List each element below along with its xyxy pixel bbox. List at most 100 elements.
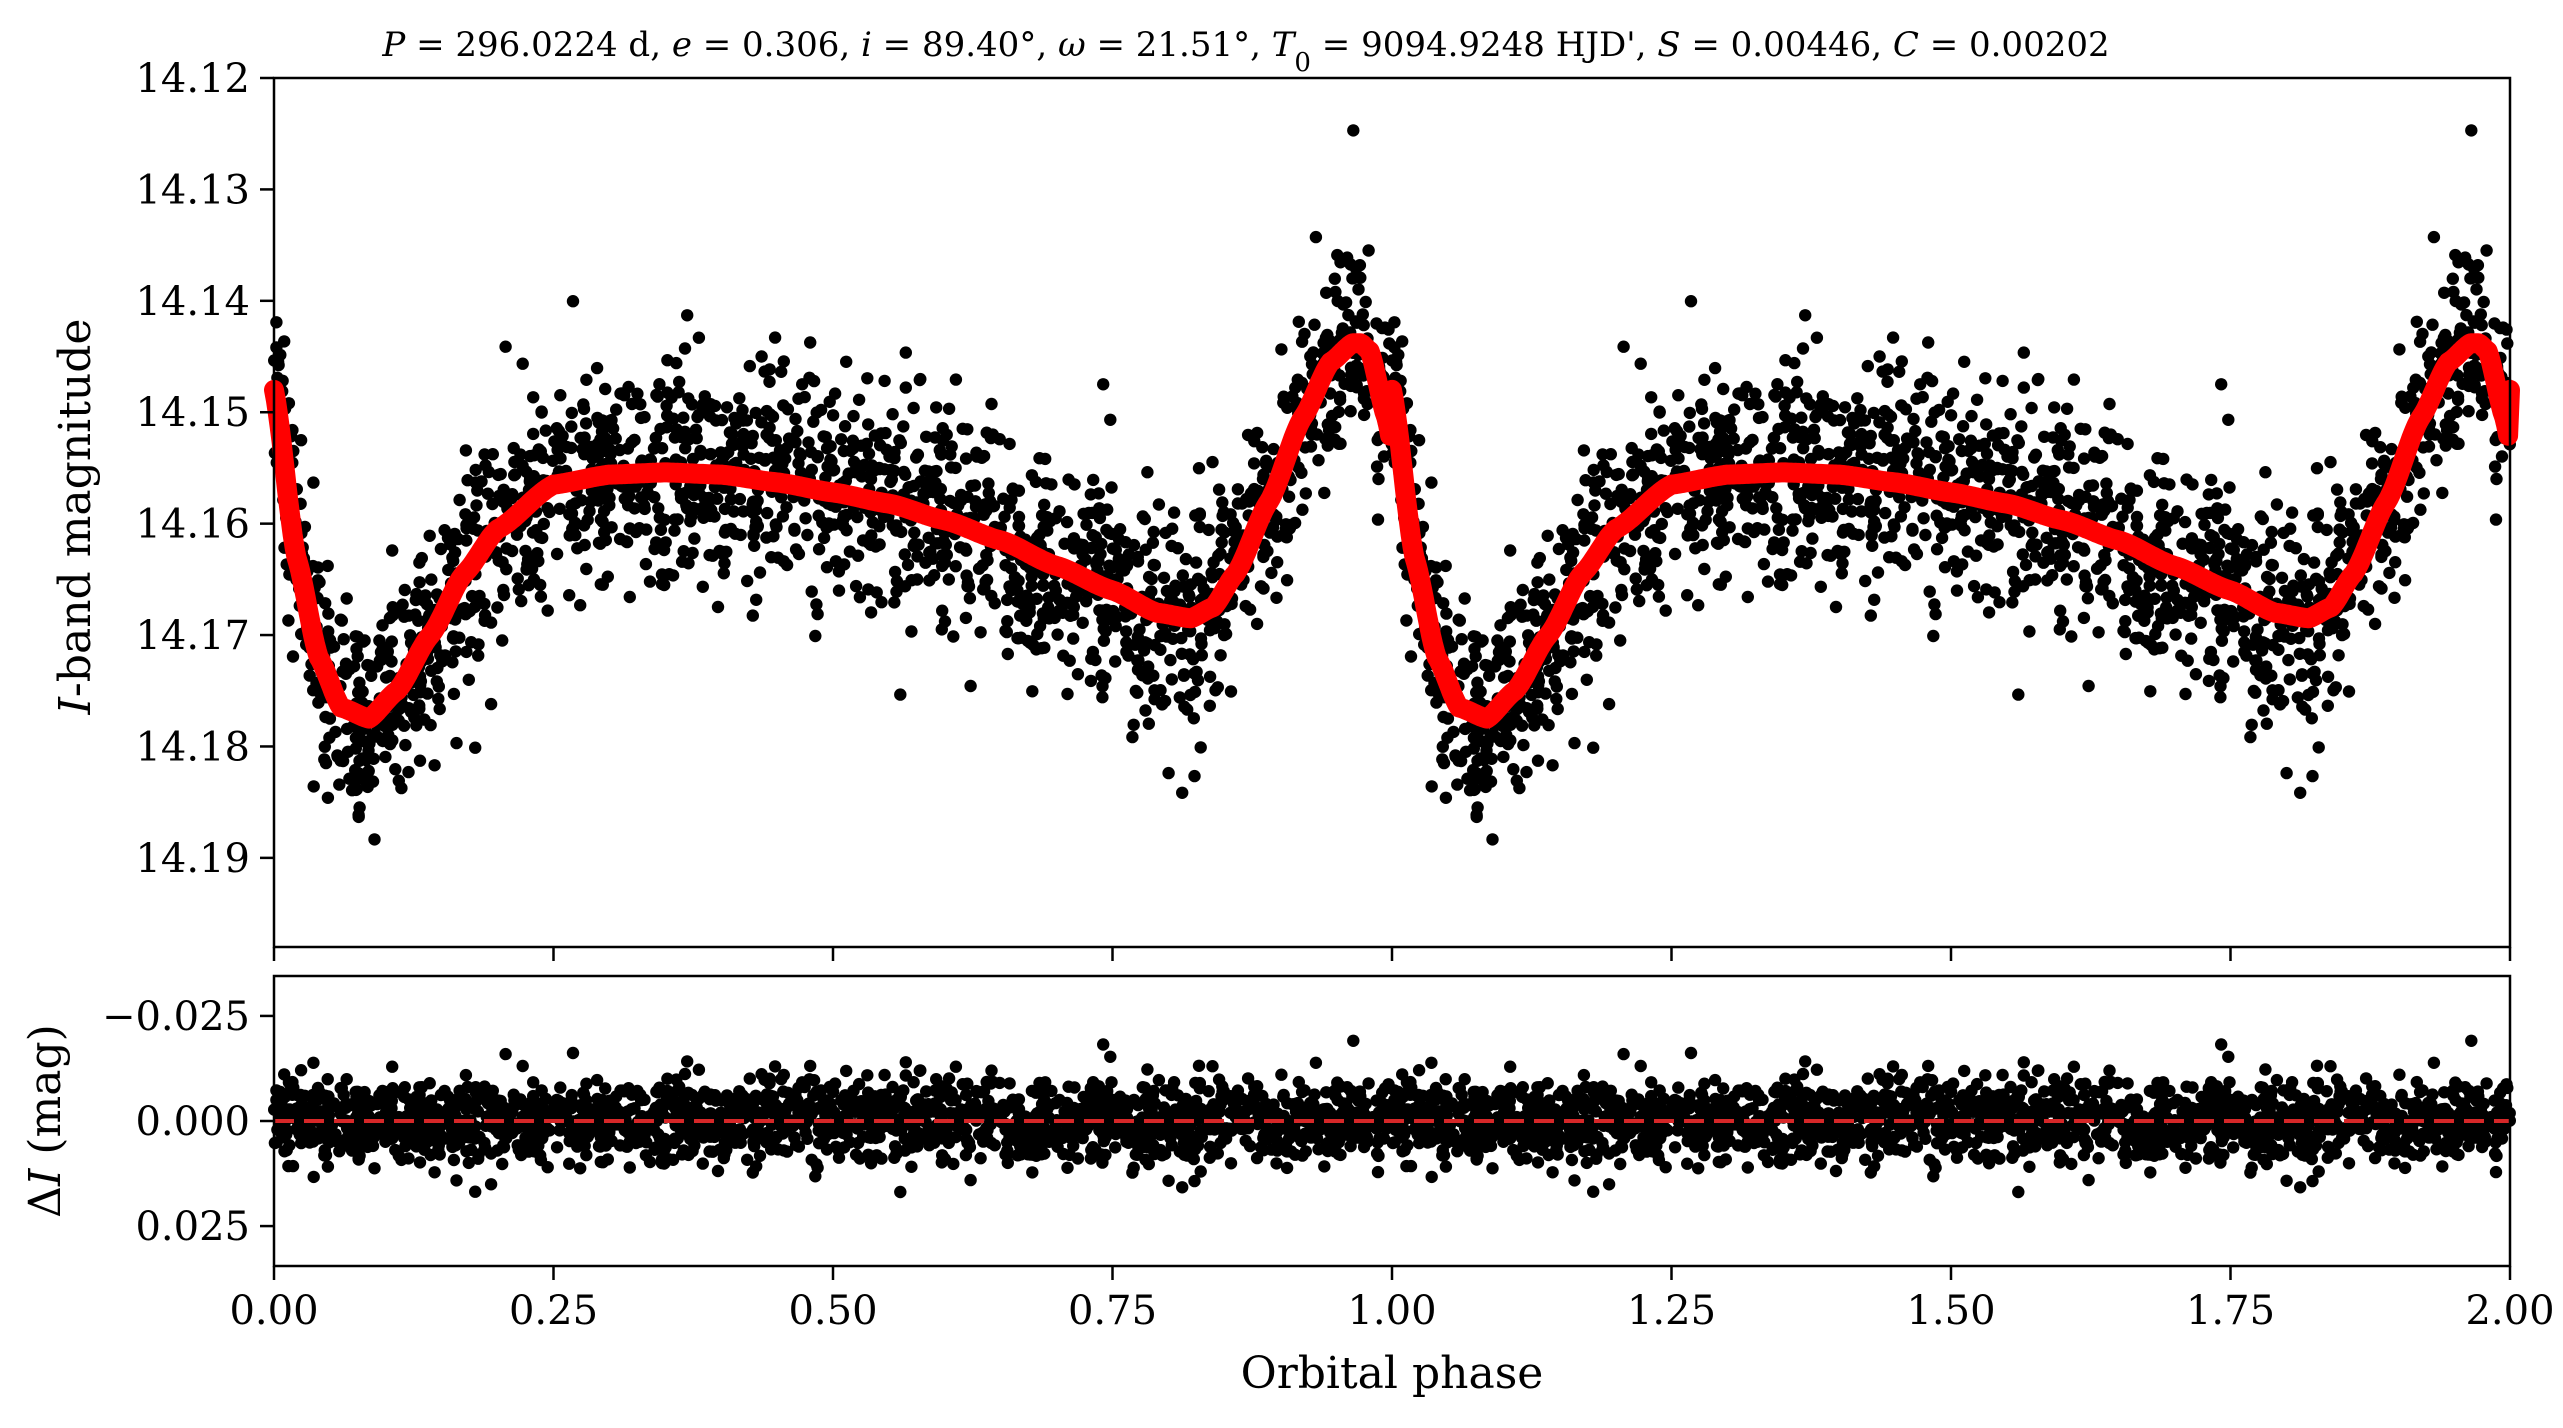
observation-point <box>969 495 982 508</box>
observation-point <box>2266 638 2279 652</box>
observation-point <box>322 607 335 620</box>
observation-point <box>907 401 920 415</box>
residual-point <box>469 1185 482 1198</box>
observation-point <box>2299 703 2312 716</box>
observation-point <box>395 781 408 795</box>
observation-point <box>2219 503 2232 516</box>
observation-point <box>1587 463 1600 477</box>
observation-point <box>1940 520 1953 533</box>
observation-point <box>1251 426 1264 440</box>
observation-point <box>599 382 612 396</box>
observation-point <box>2294 569 2307 582</box>
observation-point <box>456 602 469 616</box>
observation-point <box>1964 434 1978 447</box>
observation-point <box>2082 679 2095 693</box>
observation-point <box>1388 316 1401 329</box>
observation-point <box>452 532 465 546</box>
observation-point <box>2054 549 2067 562</box>
observation-point <box>2295 668 2309 681</box>
observation-point <box>2155 520 2168 533</box>
observation-point <box>1168 585 1181 598</box>
observation-point <box>1838 401 1852 414</box>
observation-point <box>2132 631 2146 644</box>
observation-point <box>1439 559 1452 573</box>
residual-point <box>340 1073 353 1086</box>
observation-point <box>2477 295 2490 309</box>
observation-point <box>1208 622 1221 635</box>
observation-point <box>334 613 347 626</box>
observation-point <box>1142 717 1156 730</box>
observation-point <box>371 730 384 743</box>
observation-point <box>2057 538 2070 551</box>
observation-point <box>1025 579 1038 592</box>
observation-point <box>2275 571 2289 584</box>
observation-point <box>526 526 540 539</box>
observation-point <box>1945 464 1958 477</box>
observation-point <box>864 606 878 619</box>
observation-point <box>2398 531 2411 544</box>
observation-point <box>884 463 897 477</box>
observation-point <box>1085 541 1098 555</box>
observation-point <box>1139 704 1152 717</box>
observation-point <box>753 566 767 579</box>
observation-point <box>2282 653 2295 667</box>
observation-point <box>2023 625 2036 638</box>
observation-point <box>875 596 888 609</box>
observation-point <box>684 515 697 528</box>
observation-point <box>553 502 566 515</box>
observation-point <box>949 560 962 573</box>
observation-point <box>1855 448 1868 461</box>
observation-point <box>2397 518 2411 531</box>
observation-point <box>2099 554 2112 567</box>
observation-point <box>2238 559 2252 572</box>
observation-point <box>478 448 491 461</box>
observation-point <box>1344 258 1357 271</box>
observation-point <box>844 444 857 457</box>
observation-point <box>850 465 863 478</box>
residual-point <box>913 1064 926 1078</box>
observation-point <box>2006 596 2019 609</box>
observation-point <box>1855 505 1868 518</box>
residual-point <box>1239 1134 1252 1148</box>
observation-point <box>894 436 907 450</box>
observation-point <box>1520 609 1534 622</box>
observation-point <box>2249 555 2263 568</box>
residual-point <box>1176 1181 1189 1194</box>
observation-point <box>1037 612 1051 625</box>
observation-point <box>749 503 763 517</box>
observation-point <box>1681 589 1694 602</box>
observation-point <box>2151 452 2164 465</box>
residual-point <box>862 1148 875 1162</box>
observation-point <box>1396 335 1409 348</box>
observation-point <box>340 592 353 605</box>
observation-point <box>2249 686 2262 699</box>
observation-point <box>811 450 824 463</box>
observation-point <box>1812 446 1825 459</box>
observation-point <box>824 440 837 453</box>
light-curve-panel: 14.1214.1314.1414.1514.1614.1714.1814.19… <box>50 56 2520 961</box>
observation-point <box>1814 580 1828 593</box>
observation-point <box>1484 775 1498 788</box>
observation-point <box>694 446 707 459</box>
observation-point <box>2467 359 2481 373</box>
observation-point <box>897 420 910 433</box>
observation-point <box>1884 410 1898 423</box>
observation-point <box>847 409 860 423</box>
observation-point <box>535 405 548 418</box>
observation-point <box>1280 574 1294 587</box>
observation-point <box>939 538 952 551</box>
observation-point <box>1781 568 1794 581</box>
observation-point <box>1459 745 1473 758</box>
observation-point <box>846 434 860 447</box>
observation-point <box>2313 649 2326 662</box>
observation-point <box>1739 442 1753 455</box>
observation-point <box>920 430 933 443</box>
observation-point <box>1400 614 1413 627</box>
observation-point <box>2149 627 2162 641</box>
observation-point <box>1604 497 1617 511</box>
observation-point <box>2051 443 2064 457</box>
observation-point <box>648 491 661 504</box>
observation-point <box>1504 734 1517 747</box>
observation-point <box>484 697 498 711</box>
observation-point <box>2019 558 2033 572</box>
